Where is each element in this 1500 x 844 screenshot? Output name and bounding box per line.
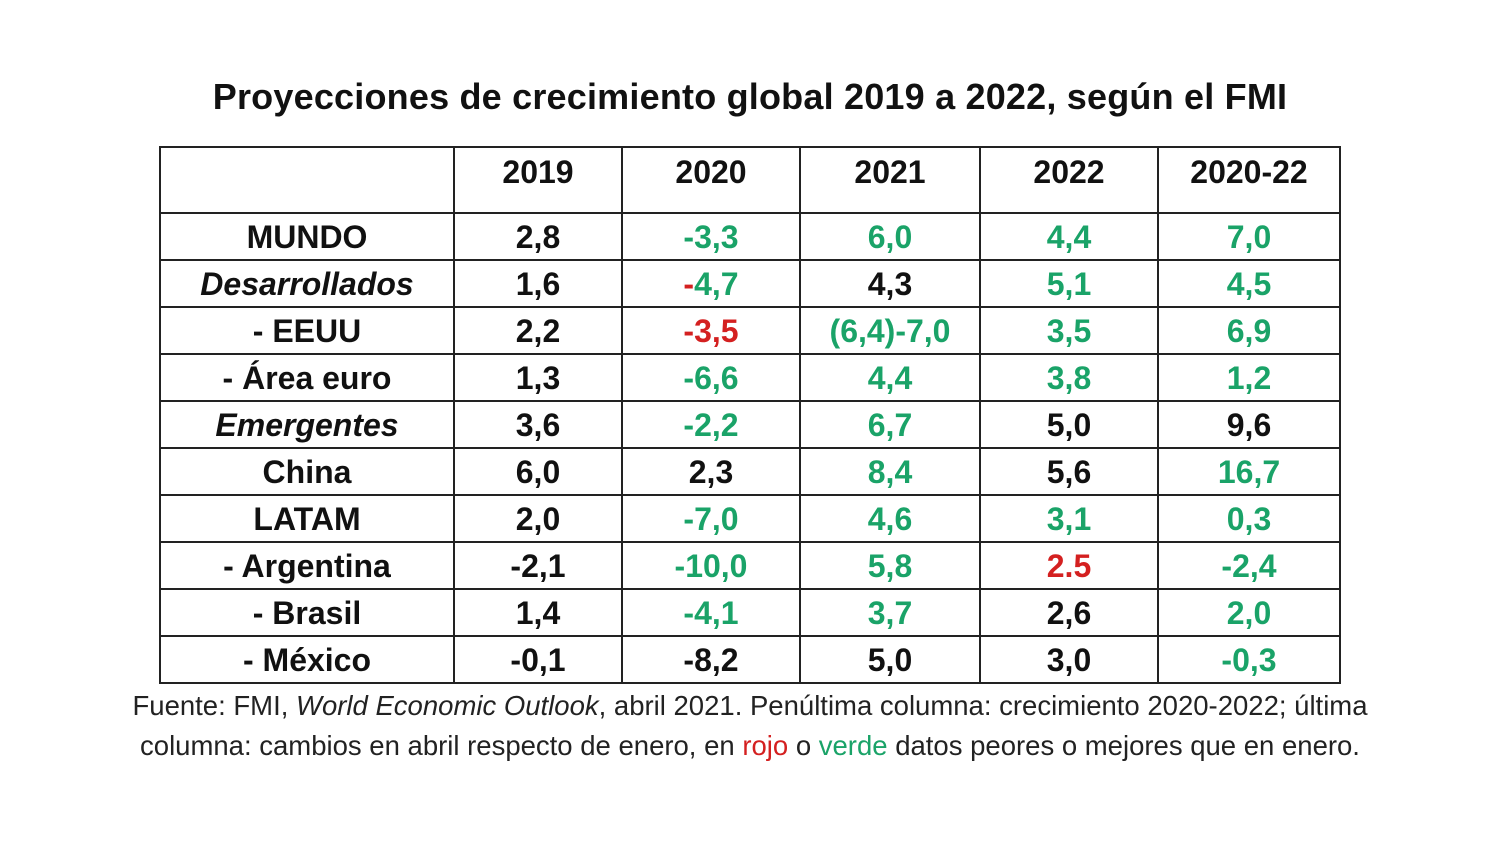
value-cell: -6,6 <box>621 353 801 402</box>
footnote-connector: o <box>788 730 819 761</box>
table-row: - Brasil 1,4 -4,1 3,7 2,6 2,0 <box>159 588 1341 637</box>
value-cell: -10,0 <box>621 541 801 590</box>
table-body: MUNDO 2,8 -3,3 6,0 4,4 7,0 Desarrollados 1,6 -4,… <box>159 212 1341 684</box>
row-label: - Área euro <box>159 353 455 402</box>
value-cell: -3,3 <box>621 212 801 261</box>
value-cell: 8,4 <box>799 447 981 496</box>
table-row: - Argentina -2,1 -10,0 5,8 2.5 -2,4 <box>159 541 1341 590</box>
header-row: 2019 2020 2021 2022 2020-22 <box>159 146 1341 214</box>
value-cell: 2,0 <box>1157 588 1341 637</box>
row-label: Emergentes <box>159 400 455 449</box>
row-label: - EEUU <box>159 306 455 355</box>
value-cell: 3,0 <box>979 635 1159 684</box>
value-cell: 1,3 <box>453 353 623 402</box>
value-cell: 5,0 <box>799 635 981 684</box>
table-row: - EEUU 2,2 -3,5 (6,4)-7,0 3,5 6,9 <box>159 306 1341 355</box>
value-cell: 4,4 <box>799 353 981 402</box>
row-label: China <box>159 447 455 496</box>
value-cell: -7,0 <box>621 494 801 543</box>
row-label: - Brasil <box>159 588 455 637</box>
footnote-red-word: rojo <box>742 730 789 761</box>
value-cell: -2,1 <box>453 541 623 590</box>
table-row: Emergentes 3,6 -2,2 6,7 5,0 9,6 <box>159 400 1341 449</box>
footnote-line1-rest: , abril 2021. Penúltima columna: crecimi… <box>598 690 1368 721</box>
value-cell: -2,4 <box>1157 541 1341 590</box>
value-cell: -0,3 <box>1157 635 1341 684</box>
value-cell: 2,6 <box>979 588 1159 637</box>
value-cell: 3,7 <box>799 588 981 637</box>
value-cell: 2,3 <box>621 447 801 496</box>
value-cell: 5,0 <box>979 400 1159 449</box>
value-cell: -8,2 <box>621 635 801 684</box>
value-cell: 6,9 <box>1157 306 1341 355</box>
value-cell: 3,1 <box>979 494 1159 543</box>
table-row: MUNDO 2,8 -3,3 6,0 4,4 7,0 <box>159 212 1341 261</box>
table-row: Desarrollados 1,6 -4,7 4,3 5,1 4,5 <box>159 259 1341 308</box>
value-cell: 4,4 <box>979 212 1159 261</box>
value-cell: 3,5 <box>979 306 1159 355</box>
column-header: 2021 <box>799 146 981 214</box>
value-cell: 4,5 <box>1157 259 1341 308</box>
column-header: 2020-22 <box>1157 146 1341 214</box>
value-cell: 2.5 <box>979 541 1159 590</box>
column-header: 2019 <box>453 146 623 214</box>
value-cell: 9,6 <box>1157 400 1341 449</box>
table-row: LATAM 2,0 -7,0 4,6 3,1 0,3 <box>159 494 1341 543</box>
value-cell: (6,4)-7,0 <box>799 306 981 355</box>
value-cell: 2,0 <box>453 494 623 543</box>
column-header: 2020 <box>621 146 801 214</box>
row-label: - México <box>159 635 455 684</box>
row-label: LATAM <box>159 494 455 543</box>
footnote-line-2: columna: cambios en abril respecto de en… <box>0 726 1500 766</box>
value-cell: 3,6 <box>453 400 623 449</box>
value-cell: 7,0 <box>1157 212 1341 261</box>
footnote: Fuente: FMI, World Economic Outlook, abr… <box>0 686 1500 766</box>
table-row: - México -0,1 -8,2 5,0 3,0 -0,3 <box>159 635 1341 684</box>
growth-projections-table: 2019 2020 2021 2022 2020-22 MUNDO 2,8 -3,3 6,0 4… <box>159 146 1341 684</box>
value-cell: 3,8 <box>979 353 1159 402</box>
value-cell: 4,3 <box>799 259 981 308</box>
value-cell: 0,3 <box>1157 494 1341 543</box>
footnote-publication: World Economic Outlook <box>296 690 599 721</box>
value-cell: -2,2 <box>621 400 801 449</box>
table-row: China 6,0 2,3 8,4 5,6 16,7 <box>159 447 1341 496</box>
value-cell: 6,7 <box>799 400 981 449</box>
value-cell: 2,2 <box>453 306 623 355</box>
value-number: 4,7 <box>694 265 739 302</box>
value-cell: 1,6 <box>453 259 623 308</box>
value-cell: 5,6 <box>979 447 1159 496</box>
row-label: Desarrollados <box>159 259 455 308</box>
value-cell: 1,2 <box>1157 353 1341 402</box>
table-row: - Área euro 1,3 -6,6 4,4 3,8 1,2 <box>159 353 1341 402</box>
value-cell: -0,1 <box>453 635 623 684</box>
footnote-green-word: verde <box>818 730 888 761</box>
table-title: Proyecciones de crecimiento global 2019 … <box>212 76 1288 117</box>
value-sign: - <box>683 265 695 302</box>
value-cell: -3,5 <box>621 306 801 355</box>
value-cell: 6,0 <box>453 447 623 496</box>
column-header: 2022 <box>979 146 1159 214</box>
value-cell: 2,8 <box>453 212 623 261</box>
value-cell: 6,0 <box>799 212 981 261</box>
footnote-source: Fuente: FMI, <box>132 690 297 721</box>
row-label: MUNDO <box>159 212 455 261</box>
value-cell: 16,7 <box>1157 447 1341 496</box>
value-cell: 5,1 <box>979 259 1159 308</box>
value-cell: -4,7 <box>621 259 801 308</box>
value-cell: 4,6 <box>799 494 981 543</box>
footnote-line2-start: columna: cambios en abril respecto de en… <box>140 730 743 761</box>
value-cell: 5,8 <box>799 541 981 590</box>
footnote-line-1: Fuente: FMI, World Economic Outlook, abr… <box>0 686 1500 726</box>
value-cell: -4,1 <box>621 588 801 637</box>
value-cell: 1,4 <box>453 588 623 637</box>
header-corner-cell <box>159 146 455 214</box>
row-label: - Argentina <box>159 541 455 590</box>
footnote-line2-end: datos peores o mejores que en enero. <box>887 730 1360 761</box>
